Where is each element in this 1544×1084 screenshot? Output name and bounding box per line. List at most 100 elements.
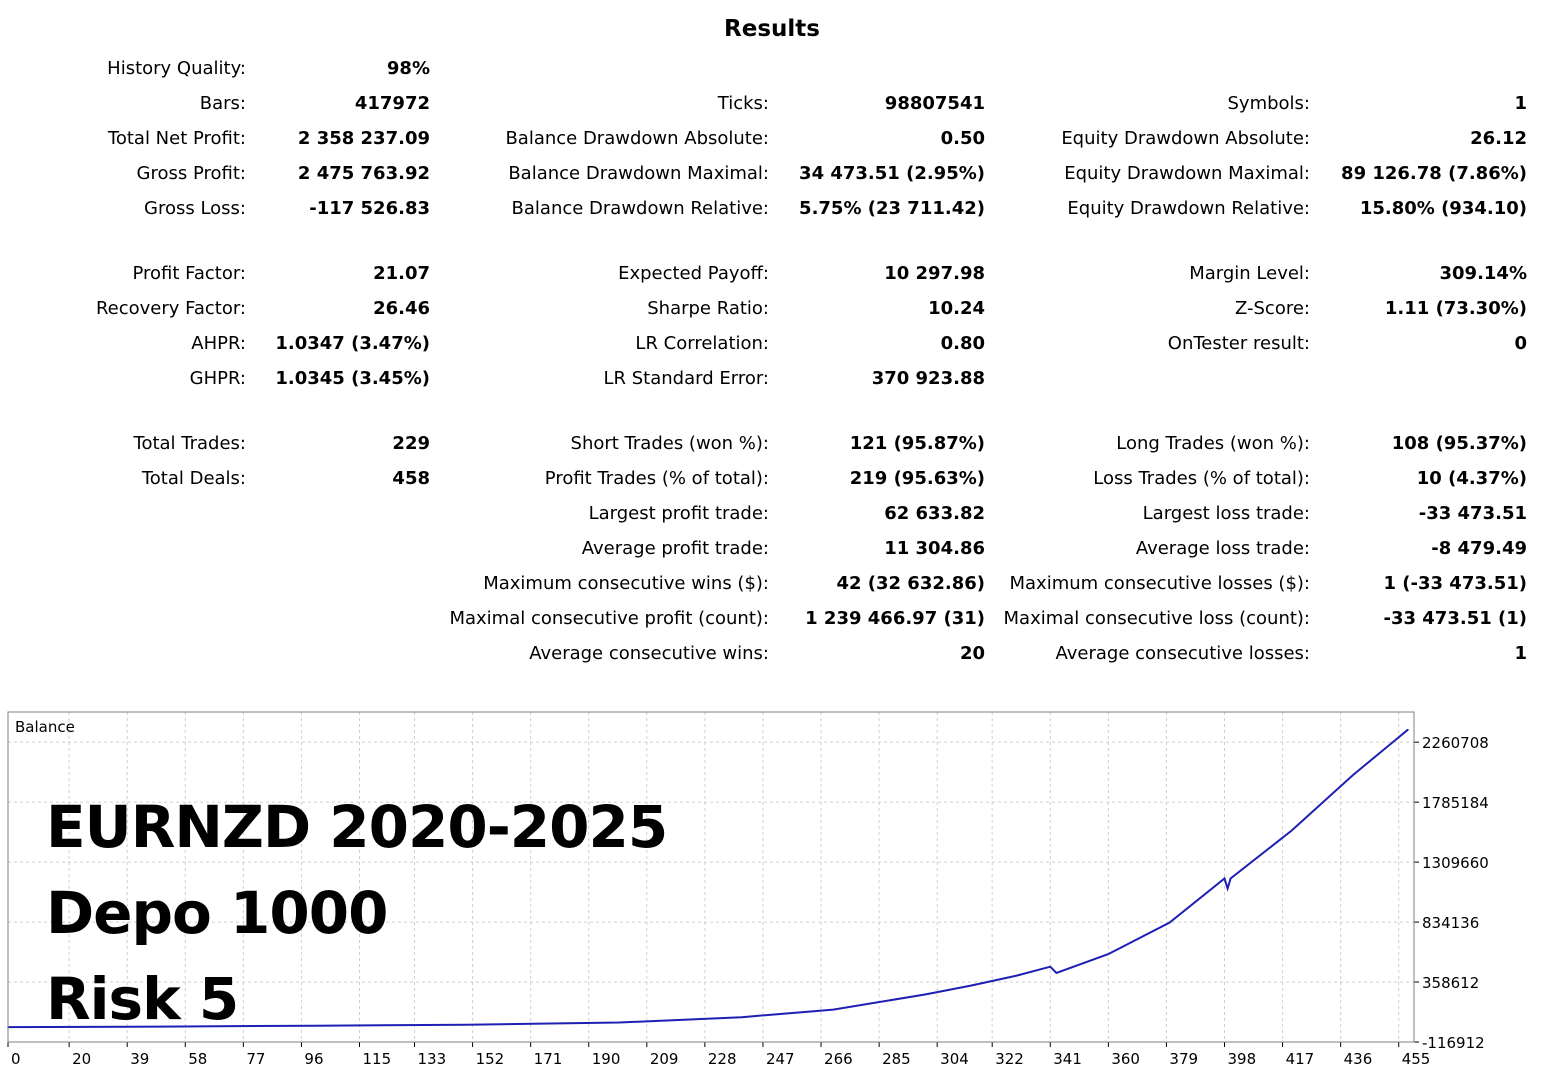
balance-chart-svg: 2260708 1785184 1309660 834136 358612 -116912… xyxy=(7,711,1489,1068)
col2-label-7: LR Standard Error: xyxy=(603,368,770,389)
balance-point xyxy=(1055,972,1058,974)
col2-label-0: Ticks: xyxy=(717,93,769,114)
col3-label-5: Z-Score: xyxy=(1235,298,1310,319)
y-tick-label: 2260708 xyxy=(1422,734,1489,752)
col2-value-2: 34 473.51 (2.95%) xyxy=(799,163,985,184)
balance-point xyxy=(924,993,926,996)
x-tick-label: 341 xyxy=(1053,1050,1082,1068)
col1-value-9: 229 xyxy=(392,433,430,454)
overlay-line-deposit: Depo 1000 xyxy=(46,879,388,947)
col3-value-5: 1.11 (73.30%) xyxy=(1384,298,1527,319)
col2-value-11: 11 304.86 xyxy=(884,538,985,559)
col3-value-2: 89 126.78 (7.86%) xyxy=(1341,163,1527,184)
col2-label-4: Expected Payoff: xyxy=(618,263,769,284)
col3-label-13: Average consecutive losses: xyxy=(1055,643,1310,664)
col2-label-11: Average profit trade: xyxy=(581,538,769,559)
col3-label-1: Equity Drawdown Absolute: xyxy=(1061,128,1310,149)
x-tick-label: 398 xyxy=(1227,1050,1256,1068)
col2-value-10: 62 633.82 xyxy=(884,503,985,524)
col3-value-11: 1 (-33 473.51) xyxy=(1383,573,1528,594)
col1-label-1: Bars: xyxy=(199,93,246,114)
col3-label-9: Largest loss trade: xyxy=(1142,503,1310,524)
col1-label-7: AHPR: xyxy=(191,333,246,354)
x-tick-label: 39 xyxy=(130,1050,149,1068)
col1-label-6: Recovery Factor: xyxy=(95,298,246,319)
col3-label-2: Equity Drawdown Maximal: xyxy=(1064,163,1310,184)
col3-label-8: Loss Trades (% of total): xyxy=(1093,468,1310,489)
col2-value-14: 20 xyxy=(959,643,985,664)
col2-label-9: Profit Trades (% of total): xyxy=(544,468,769,489)
col3-label-11: Maximum consecutive losses ($): xyxy=(1009,573,1311,594)
col2-label-8: Short Trades (won %): xyxy=(570,433,769,454)
balance-point xyxy=(1223,877,1226,880)
x-tick-label: 304 xyxy=(940,1050,969,1068)
col2-label-6: LR Correlation: xyxy=(635,333,769,354)
col2-value-3: 5.75% (23 711.42) xyxy=(799,198,985,219)
col3-label-6: OnTester result: xyxy=(1167,333,1310,354)
balance-point xyxy=(740,1016,743,1018)
col1-value-8: 1.0345 (3.45%) xyxy=(275,368,430,389)
balance-point xyxy=(1226,887,1229,890)
balance-chart: 2260708 1785184 1309660 834136 358612 -116912… xyxy=(0,700,1544,1080)
y-tick-label: 358612 xyxy=(1422,974,1479,992)
plot-border xyxy=(7,711,1415,1043)
col2-label-13: Maximal consecutive profit (count): xyxy=(449,608,769,629)
x-tick-label: 228 xyxy=(708,1050,737,1068)
col2-value-4: 10 297.98 xyxy=(884,263,985,284)
col1-label-4: Gross Loss: xyxy=(144,198,246,219)
overlay-line-symbol: EURNZD 2020-2025 xyxy=(46,793,668,861)
col1-value-4: -117 526.83 xyxy=(309,198,430,219)
col1-label-9: Total Trades: xyxy=(133,433,246,454)
col3-value-1: 26.12 xyxy=(1470,128,1527,149)
col2-value-9: 219 (95.63%) xyxy=(849,468,985,489)
col3-label-10: Average loss trade: xyxy=(1135,538,1310,559)
col2-value-7: 370 923.88 xyxy=(871,368,985,389)
y-tick-label: -116912 xyxy=(1422,1034,1485,1052)
balance-point xyxy=(1049,965,1052,968)
col2-value-12: 42 (32 632.86) xyxy=(836,573,985,594)
y-tick-label: 1309660 xyxy=(1422,854,1489,872)
x-tick-label: 133 xyxy=(418,1050,447,1068)
col3-value-10: -8 479.49 xyxy=(1431,538,1527,559)
col1-label-3: Gross Profit: xyxy=(136,163,246,184)
col1-value-7: 1.0347 (3.47%) xyxy=(275,333,430,354)
col3-value-4: 309.14% xyxy=(1439,263,1528,284)
col3-label-12: Maximal consecutive loss (count): xyxy=(1003,608,1310,629)
balance-point xyxy=(1015,974,1018,977)
chart-title: Balance xyxy=(15,718,75,736)
x-tick-label: 171 xyxy=(534,1050,563,1068)
x-tick-label: 379 xyxy=(1169,1050,1198,1068)
x-tick-label: 190 xyxy=(592,1050,621,1068)
col2-label-3: Balance Drawdown Relative: xyxy=(511,198,769,219)
balance-point xyxy=(1168,921,1171,924)
y-tick-label: 1785184 xyxy=(1422,794,1489,812)
col3-label-7: Long Trades (won %): xyxy=(1116,433,1310,454)
col3-value-8: 10 (4.37%) xyxy=(1416,468,1527,489)
x-tick-label: 360 xyxy=(1111,1050,1140,1068)
col1-label-0: History Quality: xyxy=(107,58,246,79)
col1-label-5: Profit Factor: xyxy=(132,263,246,284)
col1-value-10: 458 xyxy=(392,468,430,489)
x-tick-label: 96 xyxy=(304,1050,323,1068)
col1-label-10: Total Deals: xyxy=(141,468,246,489)
x-tick-label: 152 xyxy=(476,1050,505,1068)
balance-point xyxy=(970,984,972,987)
x-tick-label: 247 xyxy=(766,1050,795,1068)
x-tick-label: 58 xyxy=(188,1050,207,1068)
col1-value-0: 98% xyxy=(386,58,430,79)
col2-value-5: 10.24 xyxy=(928,298,985,319)
balance-point xyxy=(1407,728,1409,731)
col2-label-1: Balance Drawdown Absolute: xyxy=(505,128,769,149)
x-tick-label: 77 xyxy=(246,1050,265,1068)
x-tick-label: 455 xyxy=(1402,1050,1431,1068)
balance-point xyxy=(160,1025,162,1028)
col2-value-8: 121 (95.87%) xyxy=(849,433,985,454)
col3-value-9: -33 473.51 xyxy=(1418,503,1527,524)
col2-value-13: 1 239 466.97 (31) xyxy=(805,608,985,629)
col3-value-0: 1 xyxy=(1514,93,1527,114)
col2-value-0: 98807541 xyxy=(884,93,985,114)
col1-label-2: Total Net Profit: xyxy=(107,128,246,149)
balance-point xyxy=(1107,953,1110,955)
x-tick-label: 436 xyxy=(1344,1050,1373,1068)
x-tick-label: 209 xyxy=(650,1050,679,1068)
